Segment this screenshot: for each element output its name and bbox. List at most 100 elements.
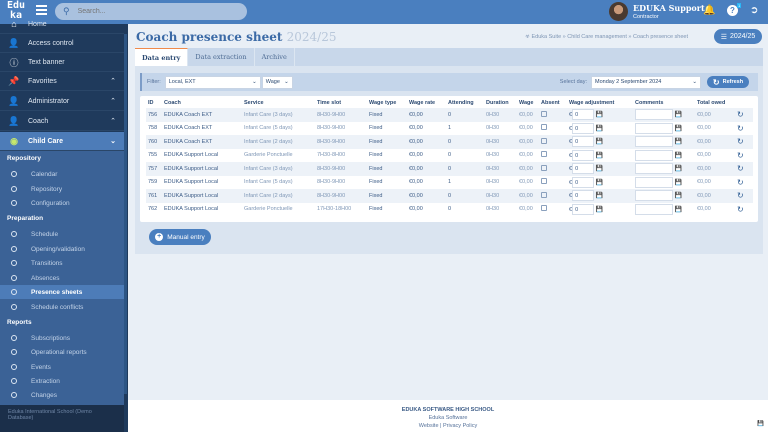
comments-input[interactable]	[635, 203, 673, 215]
save-icon[interactable]: 💾	[674, 193, 683, 200]
user-name[interactable]: EDUKA Support	[633, 3, 705, 13]
wage-adjustment-input[interactable]: 0	[572, 149, 595, 161]
sidebar-subitem-calendar[interactable]: Calendar	[0, 167, 124, 181]
reset-icon[interactable]: ↻	[737, 137, 744, 147]
sidebar-item-favorites[interactable]: 📌 Favorites ⌃	[0, 72, 124, 91]
sidebar-subitem-repository[interactable]: Repository	[0, 182, 124, 196]
comments-input[interactable]	[635, 109, 673, 121]
eduka-logo[interactable]: Edu ka	[6, 0, 26, 21]
absent-checkbox[interactable]	[541, 191, 547, 198]
save-icon[interactable]: 💾	[595, 112, 604, 119]
reset-icon[interactable]: ↻	[737, 150, 744, 160]
wage-adjustment-input[interactable]: 0	[572, 163, 595, 175]
search-bar[interactable]: ⚲	[55, 3, 247, 20]
cell-id: 758	[146, 122, 162, 136]
absent-checkbox[interactable]	[541, 178, 547, 185]
website-link[interactable]: Website	[418, 423, 439, 429]
wage-adjustment-input[interactable]: 0	[572, 136, 595, 148]
comments-input[interactable]	[635, 136, 673, 148]
filter-select[interactable]: Local, EXT ⌄	[164, 75, 261, 89]
sidebar-scrollbar[interactable]	[124, 34, 127, 394]
type-text: Fixed	[369, 125, 383, 132]
save-icon[interactable]: 💾	[674, 152, 683, 159]
avatar[interactable]	[609, 2, 628, 21]
sidebar-item-administrator[interactable]: 👤 Administrator ⌃	[0, 92, 124, 111]
tab-data-entry[interactable]: Data entry	[135, 48, 189, 66]
comments-input[interactable]	[635, 122, 673, 134]
manual-entry-button[interactable]: + Manual entry	[149, 229, 211, 245]
sidebar-subitem-opening-validation[interactable]: Opening/validation	[0, 242, 124, 256]
wage-adjustment-input[interactable]: 0	[572, 109, 595, 121]
save-icon[interactable]: 💾	[595, 166, 604, 173]
comments-input[interactable]	[635, 190, 673, 202]
sidebar-subitem-extraction[interactable]: Extraction	[0, 374, 124, 388]
save-icon[interactable]: 💾	[674, 125, 683, 132]
logout-icon[interactable]: ➲	[750, 5, 759, 16]
save-icon[interactable]: 💾	[674, 139, 683, 146]
absent-checkbox[interactable]	[541, 205, 547, 212]
type-select[interactable]: Wage ⌄	[261, 75, 293, 89]
wage-adjustment-input[interactable]: 0	[572, 190, 595, 202]
save-icon[interactable]: 💾	[674, 206, 683, 213]
save-icon[interactable]: 💾	[595, 125, 604, 132]
reset-icon[interactable]: ↻	[737, 204, 744, 214]
search-input[interactable]	[77, 8, 228, 15]
absent-checkbox[interactable]	[541, 110, 547, 117]
bell-icon[interactable]: 🔔	[703, 5, 716, 16]
sidebar-subitem-subscriptions[interactable]: Subscriptions	[0, 331, 124, 345]
save-icon[interactable]: 💾	[674, 166, 683, 173]
absent-checkbox[interactable]	[541, 151, 547, 158]
reset-icon[interactable]: ↻	[737, 164, 744, 174]
reset-icon[interactable]: ↻	[737, 191, 744, 201]
comments-input[interactable]	[635, 163, 673, 175]
help-icon[interactable]: ?	[727, 5, 738, 16]
breadcrumb-text[interactable]: Eduka Suite » Child Care management » Co…	[531, 34, 689, 40]
reset-icon[interactable]: ↻	[737, 110, 744, 120]
sidebar-subitem-changes[interactable]: Changes	[0, 388, 124, 402]
wage-adjustment-input[interactable]: 0	[572, 176, 595, 188]
sidebar-subitem-operational-reports[interactable]: Operational reports	[0, 345, 124, 359]
menu-toggle-icon[interactable]	[36, 5, 47, 16]
cell-wage: €0,00	[517, 162, 539, 176]
comments-input[interactable]	[635, 149, 673, 161]
cell-wage-adjustment: €0 💾	[567, 203, 633, 217]
sidebar-item-coach[interactable]: 👤 Coach ⌃	[0, 112, 124, 131]
save-icon[interactable]: 💾	[757, 421, 764, 427]
wage-adjustment-input[interactable]: 0	[572, 122, 595, 134]
refresh-label: Refresh	[722, 79, 744, 85]
refresh-button[interactable]: ↻ Refresh	[707, 76, 749, 88]
slot-text: 17H30-18H00	[317, 206, 352, 213]
sidebar-subitem-transitions[interactable]: Transitions	[0, 256, 124, 270]
wage-adjustment-input[interactable]: 0	[572, 203, 595, 215]
comments-input[interactable]	[635, 176, 673, 188]
year-button[interactable]: ☰ 2024/25	[714, 29, 762, 44]
privacy-policy-link[interactable]: Privacy Policy	[443, 423, 478, 429]
reset-icon[interactable]: ↻	[737, 177, 744, 187]
reset-icon[interactable]: ↻	[737, 123, 744, 133]
breadcrumb[interactable]: ☣ Eduka Suite » Child Care management » …	[525, 34, 688, 40]
tab-archive[interactable]: Archive	[255, 48, 295, 66]
tab-data-extraction[interactable]: Data extraction	[188, 48, 255, 66]
sidebar-subitem-configuration[interactable]: Configuration	[0, 196, 124, 210]
absent-checkbox[interactable]	[541, 124, 547, 131]
save-icon[interactable]: 💾	[595, 152, 604, 159]
sidebar-item-child-care[interactable]: ◉ Child Care ⌄	[0, 132, 124, 151]
day-select[interactable]: Monday 2 September 2024 ⌄	[591, 75, 701, 89]
save-icon[interactable]: 💾	[674, 112, 683, 119]
sidebar-subitem-presence-sheets[interactable]: Presence sheets	[0, 285, 124, 299]
save-icon[interactable]: 💾	[595, 139, 604, 146]
save-icon[interactable]: 💾	[595, 193, 604, 200]
save-icon[interactable]: 💾	[595, 179, 604, 186]
sidebar-subitem-events[interactable]: Events	[0, 360, 124, 374]
save-icon[interactable]: 💾	[674, 179, 683, 186]
sidebar-item-text-banner[interactable]: ⓘ Text banner	[0, 53, 124, 72]
sidebar-item-home[interactable]: ⌂ Home	[0, 15, 124, 34]
absent-checkbox[interactable]	[541, 164, 547, 171]
sidebar-subitem-schedule-conflicts[interactable]: Schedule conflicts	[0, 300, 124, 314]
absent-checkbox[interactable]	[541, 137, 547, 144]
sidebar-subitem-absences[interactable]: Absences	[0, 271, 124, 285]
sidebar-subitem-schedule[interactable]: Schedule	[0, 227, 124, 241]
save-icon[interactable]: 💾	[595, 206, 604, 213]
currency-symbol: €	[569, 193, 573, 200]
sidebar-item-access-control[interactable]: 👤 Access control	[0, 34, 124, 53]
